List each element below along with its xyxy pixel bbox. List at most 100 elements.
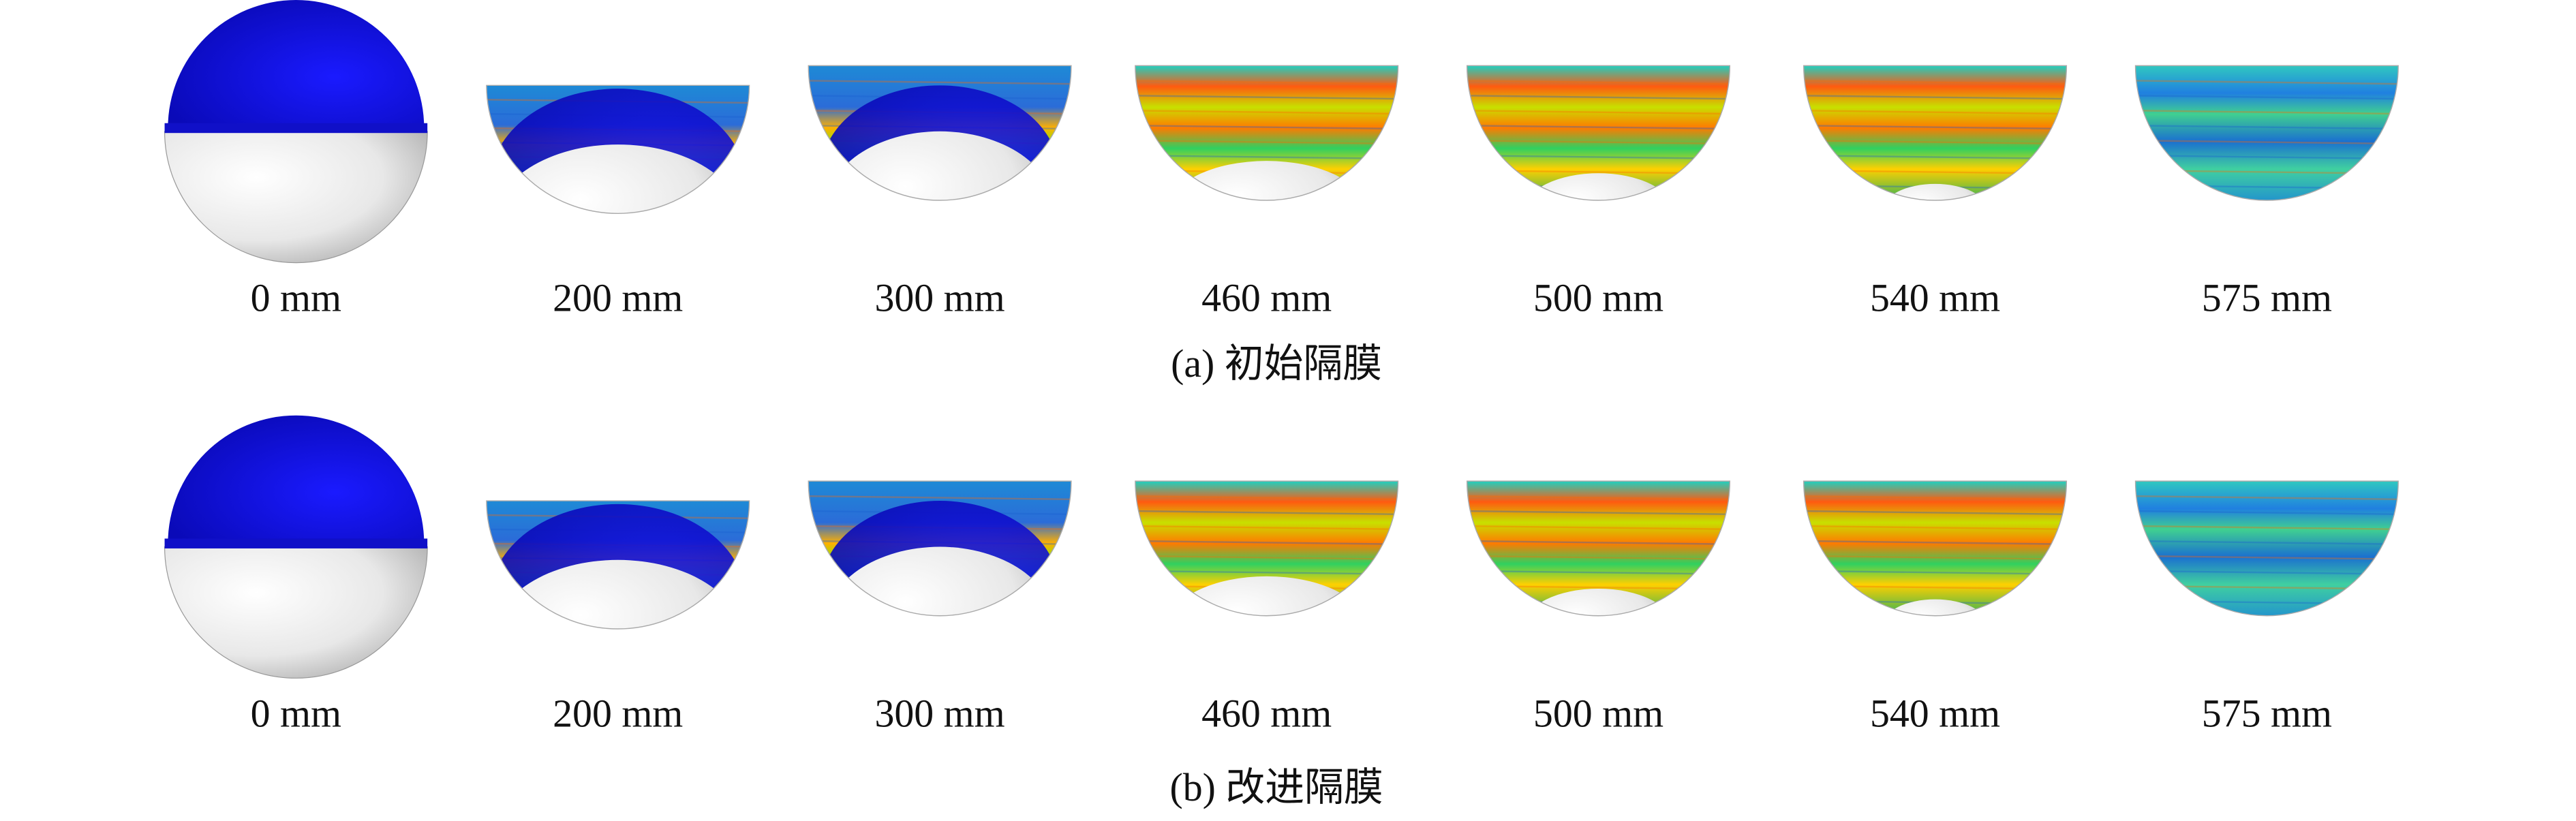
membrane-image: [1803, 480, 2068, 617]
stripe: [1135, 540, 1398, 545]
membrane-image: [2134, 480, 2399, 617]
stripe: [2135, 154, 2399, 160]
remaining-sphere: [1882, 183, 1988, 201]
remaining-sphere: [1168, 161, 1366, 201]
stripe: [1803, 510, 2067, 516]
stripe: [2135, 525, 2399, 531]
bowl-outline: [1135, 480, 1399, 617]
remaining-sphere: [825, 131, 1055, 201]
bowl: [1135, 65, 1398, 201]
stripe: [1467, 525, 1730, 531]
stripe: [1135, 110, 1398, 115]
bowl-outline: [1803, 480, 2068, 617]
bowl-outline: [1466, 480, 1731, 617]
membrane-image: [1466, 65, 1731, 201]
stripe: [1467, 110, 1730, 115]
membrane-image: [808, 65, 1072, 201]
stripe: [2135, 125, 2399, 130]
bowl-outline: [1803, 65, 2068, 201]
strain-field: [1803, 65, 2067, 201]
stripe: [1803, 125, 2067, 130]
remaining-sphere: [1168, 576, 1366, 616]
membrane-image: [486, 500, 750, 630]
upper-dome: [168, 415, 425, 544]
lower-hemisphere: [164, 131, 428, 264]
stripe: [1803, 110, 2067, 115]
remaining-sphere: [1882, 599, 1988, 616]
stripe: [1135, 495, 1398, 501]
stripe: [1803, 555, 2067, 560]
dome-rim: [164, 538, 428, 548]
bowl: [2135, 481, 2399, 616]
membrane-image: [486, 84, 750, 214]
membrane-image: [1466, 480, 1731, 617]
stripe: [1467, 125, 1730, 130]
stage-label: 575 mm: [2202, 691, 2332, 735]
membrane-image: [2134, 65, 2399, 201]
stripe: [2135, 540, 2399, 545]
stripe: [1467, 95, 1730, 100]
stripe: [1803, 80, 2067, 85]
stripe: [2135, 110, 2399, 115]
stripe: [1135, 555, 1398, 560]
stripe: [1467, 540, 1730, 545]
stripe: [1803, 139, 2067, 145]
stripe: [1135, 139, 1398, 145]
row-caption: (a) 初始隔膜: [1171, 341, 1382, 386]
stripe: [1135, 510, 1398, 516]
stripe: [1135, 125, 1398, 130]
upper-dome: [168, 0, 425, 128]
stage-label: 0 mm: [251, 691, 341, 735]
stripe: [1467, 495, 1730, 501]
bowl: [486, 501, 750, 630]
membrane-image: [1135, 480, 1399, 617]
stage-label: 575 mm: [2202, 276, 2332, 320]
bowl-outline: [486, 500, 750, 630]
stripe: [808, 80, 1071, 85]
stripe: [1467, 154, 1730, 160]
remaining-sphere: [1524, 588, 1672, 616]
bowl: [808, 65, 1071, 201]
stripe: [2135, 95, 2399, 100]
stripe: [1803, 95, 2067, 100]
stripe: [2135, 510, 2399, 516]
remaining-sphere: [493, 559, 743, 630]
lower-hemisphere: [164, 546, 428, 679]
bowl: [2135, 65, 2399, 201]
bowl-outline: [808, 480, 1072, 617]
stripe: [1803, 570, 2067, 575]
stripe: [1467, 570, 1730, 575]
bowl: [1803, 481, 2067, 616]
bowl-outline: [2134, 480, 2399, 617]
stripe: [2135, 139, 2399, 145]
stage-label: 300 mm: [874, 276, 1005, 320]
stripe: [1135, 570, 1398, 575]
membrane-image: [164, 415, 428, 679]
stripe: [2135, 570, 2399, 575]
stage-label: 500 mm: [1533, 691, 1663, 735]
bowl-outline: [808, 65, 1072, 201]
stripe: [2135, 555, 2399, 560]
bowl: [1467, 481, 1730, 616]
stage-label: 0 mm: [251, 276, 341, 320]
stripe: [1467, 555, 1730, 560]
membrane-image: [808, 480, 1072, 617]
stripe: [1135, 80, 1398, 85]
stripe: [1467, 80, 1730, 85]
stage-label: 200 mm: [553, 691, 683, 735]
stripe: [1467, 139, 1730, 145]
remaining-sphere: [1524, 173, 1672, 201]
remaining-sphere: [825, 546, 1055, 616]
stage-label: 200 mm: [553, 276, 683, 320]
stage-label: 500 mm: [1533, 276, 1663, 320]
stage-label: 460 mm: [1201, 691, 1332, 735]
bowl-outline: [2134, 65, 2399, 201]
stripe: [2135, 80, 2399, 85]
bowl-outline: [486, 84, 750, 214]
stage-label: 300 mm: [874, 691, 1005, 735]
stripe: [808, 495, 1071, 501]
membrane-image: [164, 0, 428, 264]
stripe: [1467, 510, 1730, 516]
